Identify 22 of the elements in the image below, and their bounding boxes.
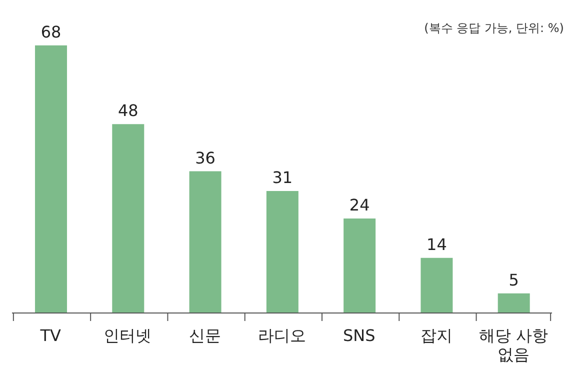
x-tick-label: 신문: [188, 326, 221, 345]
data-label: 24: [349, 196, 370, 215]
data-label: 48: [118, 101, 138, 120]
x-tick-label: 해당 사항 없음: [478, 326, 548, 364]
data-label: 14: [426, 234, 447, 254]
bar: [498, 293, 530, 313]
data-label: 31: [272, 168, 293, 187]
data-label: 36: [195, 148, 216, 168]
x-tick-label: 잡지: [420, 326, 452, 345]
bar: [266, 190, 298, 313]
x-tick-label: 라디오: [258, 326, 306, 345]
bar: [112, 124, 144, 313]
x-tick-label: TV: [39, 326, 61, 345]
data-label: 5: [508, 270, 519, 290]
bar: [420, 258, 453, 313]
bar: [35, 45, 67, 313]
bar: [344, 218, 376, 313]
x-tick-label: 인터넷: [104, 326, 152, 345]
x-tick-label: SNS: [343, 326, 376, 345]
bar: [189, 171, 222, 313]
text: (복수 응답 가능, 단위: %): [424, 20, 564, 37]
data-label: 68: [40, 22, 62, 42]
